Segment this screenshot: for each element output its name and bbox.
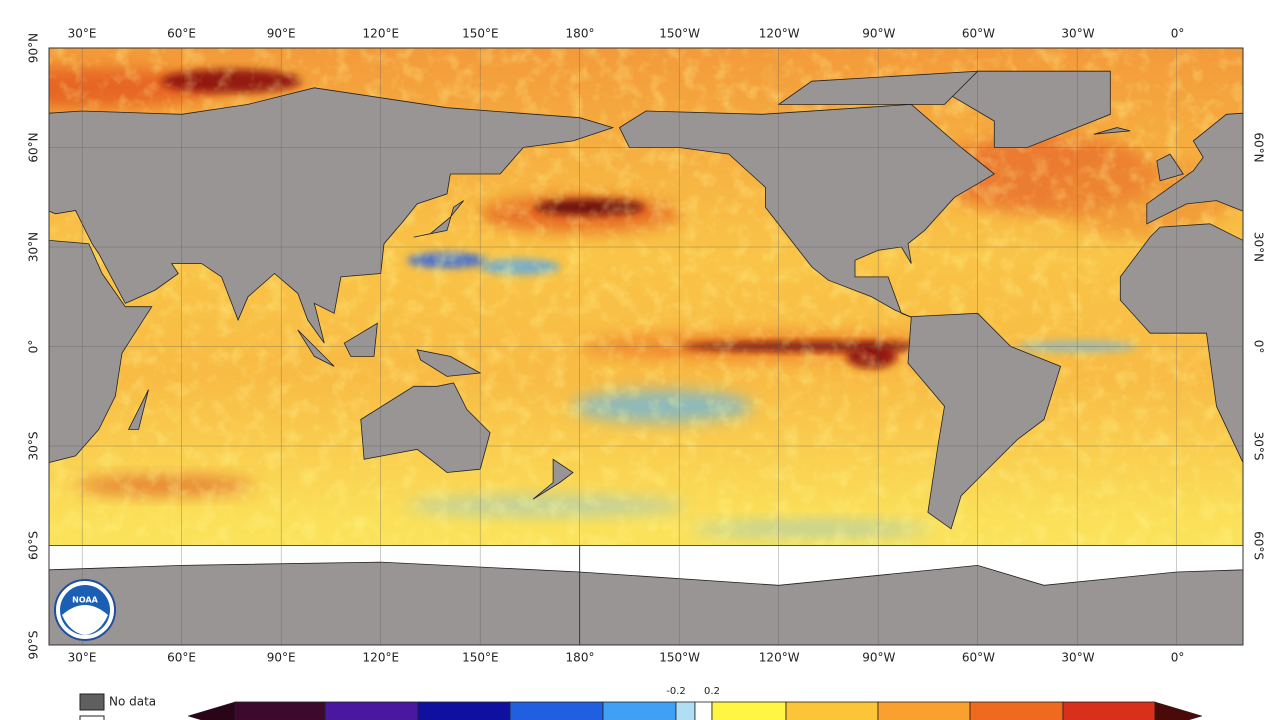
colorbar-segment: [234, 701, 326, 720]
colorbar-segment: [1062, 701, 1156, 720]
lat-label-left: 60°N: [27, 132, 41, 162]
lat-label-left: 90°N: [27, 33, 41, 63]
landmass: [49, 87, 615, 344]
colorbar-segment: [969, 701, 1064, 720]
lat-label-right: 0°: [1252, 340, 1266, 354]
colorbar-segment: [509, 701, 604, 720]
lon-label-bottom: 90°W: [862, 651, 895, 665]
colorbar-segment: [877, 701, 971, 720]
colorbar-segment: [602, 701, 677, 720]
lon-label-top: 90°E: [267, 27, 296, 41]
lon-label-top: 120°W: [759, 27, 800, 41]
landmass: [127, 389, 149, 430]
ice-swatch: [79, 715, 105, 720]
lat-label-left: 60°S: [27, 531, 41, 560]
colorbar-segment: [675, 701, 696, 720]
anomaly-blob: [0, 157, 40, 237]
legend: No data: [79, 693, 156, 720]
landmass: [532, 458, 574, 500]
landmass: [1093, 127, 1131, 135]
lon-label-top: 120°E: [363, 27, 400, 41]
colorbar-end: [187, 701, 236, 720]
colorbar-segment: [711, 701, 787, 720]
noaa-logo: NOAA: [54, 579, 116, 641]
colorbar-segment: [417, 701, 511, 720]
graticule: [49, 48, 1243, 645]
lon-label-top: 30°W: [1061, 27, 1094, 41]
landmass: [49, 239, 153, 464]
colorbar-end: [1154, 701, 1203, 720]
landmass: [343, 322, 378, 357]
colorbar-segment: [694, 701, 713, 720]
lon-label-bottom: 120°E: [363, 651, 400, 665]
colorbar-segment: [324, 701, 419, 720]
lon-label-bottom: 30°W: [1061, 651, 1094, 665]
logo-text: NOAA: [72, 596, 98, 605]
landmass: [413, 200, 464, 238]
lon-label-top: 30°E: [68, 27, 97, 41]
lon-label-top: 150°E: [462, 27, 499, 41]
colorbar-label: 0.2: [704, 686, 720, 697]
no-data-label: No data: [109, 695, 156, 709]
lon-label-top: 60°W: [962, 27, 995, 41]
lon-label-top: 0°: [1171, 27, 1185, 41]
axis-labels: 30°E 30°E 60°E 60°E 90°E 90°E 120°E 120°E 150°E 1…: [27, 27, 1266, 665]
landmass: [360, 382, 491, 473]
colorbar-segment: [785, 701, 879, 720]
landmass: [1119, 223, 1243, 464]
lat-label-right: 30°S: [1252, 432, 1266, 461]
landmass: [907, 312, 1062, 530]
landmass: [297, 329, 335, 367]
lon-label-top: 180°: [566, 27, 595, 41]
map-frame: [48, 47, 1244, 646]
lon-label-bottom: 180°: [566, 651, 595, 665]
lat-label-left: 30°N: [27, 232, 41, 262]
landmass: [1146, 112, 1243, 225]
landmass: [416, 349, 482, 377]
map-area: [0, 48, 1243, 645]
lon-label-top: 150°W: [659, 27, 700, 41]
lon-label-bottom: 0°: [1171, 651, 1185, 665]
colorbar: [187, 701, 1203, 720]
lon-label-bottom: 150°E: [462, 651, 499, 665]
colorbar-label: -0.2: [666, 686, 686, 697]
lon-label-top: 90°W: [862, 27, 895, 41]
lon-label-bottom: 60°E: [167, 651, 196, 665]
landmass: [937, 70, 1111, 148]
lon-label-bottom: 120°W: [759, 651, 800, 665]
lat-label-left: 0°: [27, 340, 41, 354]
lat-label-left: 90°S: [27, 631, 41, 660]
lat-label-right: 60°N: [1252, 132, 1266, 162]
lon-label-bottom: 150°W: [659, 651, 700, 665]
lat-label-right: 30°N: [1252, 232, 1266, 262]
lon-label-bottom: 30°E: [68, 651, 97, 665]
lon-label-top: 60°E: [167, 27, 196, 41]
logo-bird: [62, 605, 108, 635]
lat-label-left: 30°S: [27, 432, 41, 461]
lon-label-bottom: 90°E: [267, 651, 296, 665]
landmass: [618, 103, 996, 321]
lon-label-bottom: 60°W: [962, 651, 995, 665]
no-data-swatch: [79, 693, 105, 711]
lat-label-right: 60°S: [1252, 531, 1266, 560]
